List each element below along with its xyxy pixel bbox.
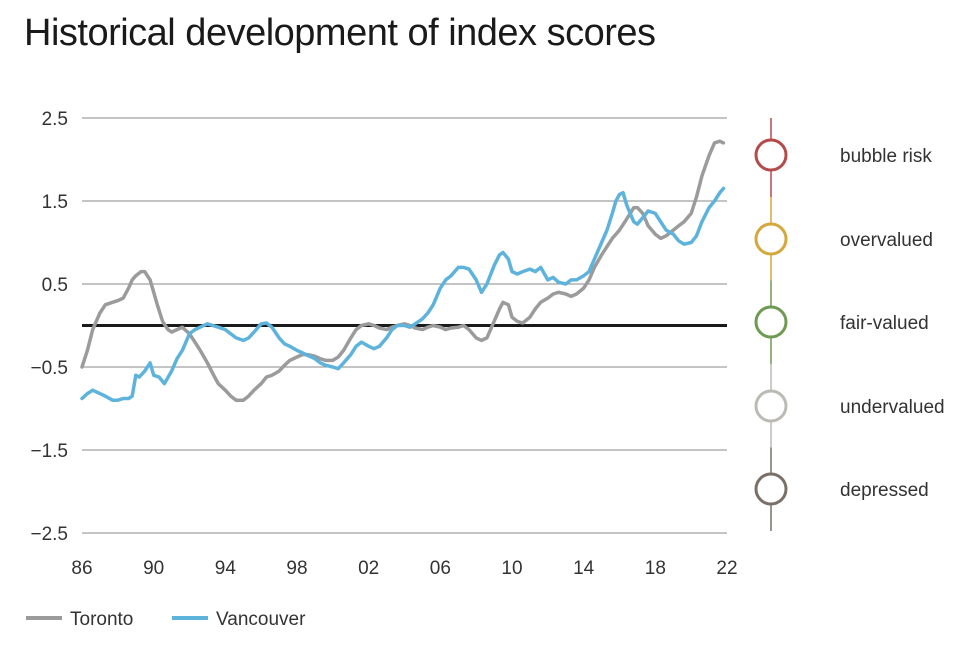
x-tick-label: 22: [716, 558, 737, 579]
scale-marker-depressed: [754, 472, 788, 506]
x-tick-label: 94: [215, 558, 237, 579]
legend: Toronto Vancouver: [26, 609, 306, 630]
series-line-vancouver: [80, 186, 726, 402]
y-axis-labels: 2.5 1.5 0.5 −0.5 −1.5 −2.5: [30, 109, 68, 545]
y-tick-label: −0.5: [30, 358, 68, 379]
x-tick-label: 10: [501, 558, 522, 579]
scale-label: undervalued: [840, 397, 945, 418]
x-tick-label: 86: [71, 558, 92, 579]
scale-marker-bubble-risk: [754, 138, 788, 172]
scale-label: bubble risk: [840, 146, 932, 167]
x-tick-label: 18: [645, 558, 666, 579]
scale-marker-overvalued: [754, 222, 788, 256]
gridlines: [82, 117, 727, 534]
scale-label: overvalued: [840, 230, 933, 251]
y-tick-label: 1.5: [42, 192, 68, 213]
x-tick-label: 06: [430, 558, 451, 579]
x-tick-label: 02: [358, 558, 379, 579]
legend-label: Toronto: [70, 609, 133, 630]
scale-marker-fair-valued: [754, 305, 788, 339]
valuation-scale: bubble risk overvalued fair-valued underval…: [754, 118, 945, 531]
y-tick-label: −1.5: [30, 441, 68, 462]
scale-marker-undervalued: [754, 389, 788, 423]
scale-label: depressed: [840, 480, 929, 501]
x-tick-label: 14: [573, 558, 595, 579]
x-axis-labels: 86 90 94 98 02 06 10 14 18 22: [71, 558, 737, 579]
series-group: [80, 139, 726, 402]
legend-label: Vancouver: [216, 609, 306, 630]
x-tick-label: 98: [286, 558, 307, 579]
y-tick-label: 2.5: [42, 109, 68, 130]
chart-title: Historical development of index scores: [24, 12, 656, 54]
x-tick-label: 90: [143, 558, 164, 579]
scale-label: fair-valued: [840, 313, 929, 334]
series-line-toronto: [80, 139, 726, 402]
y-tick-label: −2.5: [30, 524, 68, 545]
y-tick-label: 0.5: [42, 275, 68, 296]
